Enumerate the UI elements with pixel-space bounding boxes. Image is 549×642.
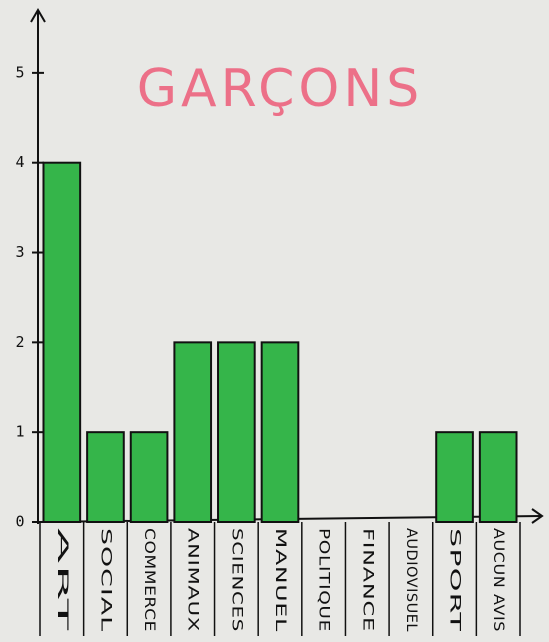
x-tick-label: POLITIQUE	[316, 528, 332, 632]
y-tick-label: 2	[15, 333, 24, 351]
bar	[131, 432, 168, 522]
bar	[436, 432, 473, 522]
y-tick-label: 5	[15, 63, 24, 81]
y-tick-label: 0	[15, 513, 24, 531]
bar	[218, 342, 255, 522]
x-tick-label: COMMERCE	[141, 528, 157, 632]
bar	[480, 432, 517, 522]
y-tick-label: 3	[15, 243, 24, 261]
x-tick-label: AUCUN AVIS	[490, 528, 506, 632]
x-tick-label: SOCIAL	[97, 528, 113, 632]
x-tick-label: SPORT	[447, 528, 463, 632]
x-tick-label: AUDIOVISUEL	[403, 528, 419, 632]
chart: GARÇONS 0 1 2 3 4 5 ART SOCIAL COMMERCE ANIMAUX SC…	[0, 0, 549, 642]
bar	[87, 432, 124, 522]
bar	[43, 163, 80, 522]
chart-title: GARÇONS	[137, 59, 424, 119]
x-tick-label: ART	[54, 528, 70, 632]
bar	[174, 342, 211, 522]
y-tick-label: 1	[15, 423, 24, 441]
x-tick-label: FINANCE	[359, 528, 375, 632]
x-tick-label: MANUEL	[272, 528, 288, 632]
x-tick-label: ANIMAUX	[185, 528, 201, 632]
page: GARÇONS 0 1 2 3 4 5 ART SOCIAL COMMERCE ANIMAUX SC…	[0, 0, 549, 642]
x-tick-label: SCIENCES	[228, 528, 244, 632]
bar	[262, 342, 299, 522]
y-tick-label: 4	[15, 153, 24, 171]
